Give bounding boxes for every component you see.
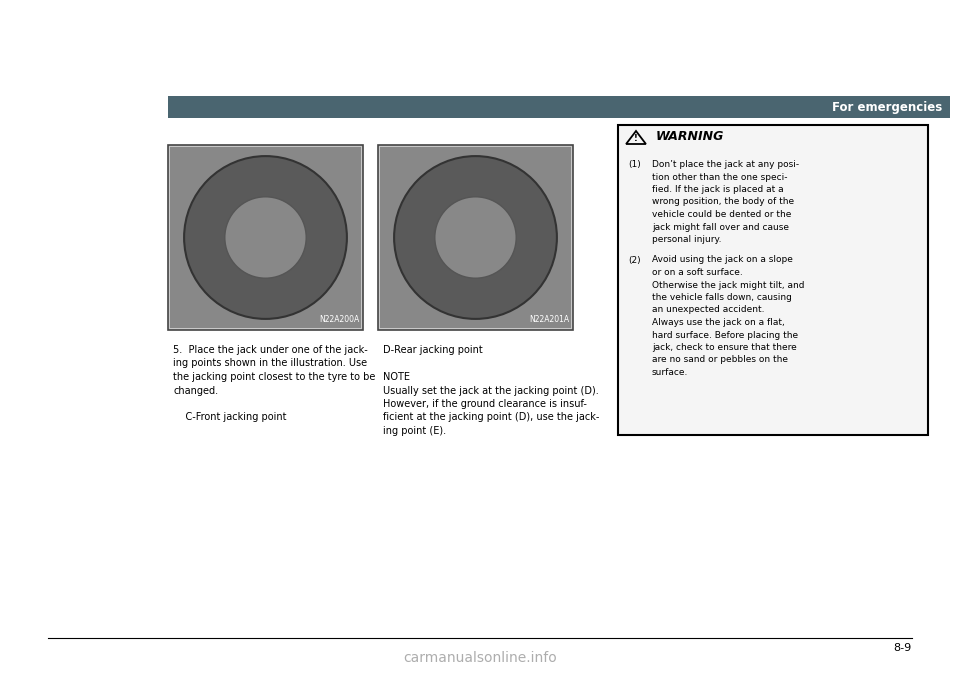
Text: !: !: [634, 134, 638, 142]
Text: Otherwise the jack might tilt, and: Otherwise the jack might tilt, and: [652, 281, 804, 290]
Text: vehicle could be dented or the: vehicle could be dented or the: [652, 210, 791, 219]
Text: Don’t place the jack at any posi-: Don’t place the jack at any posi-: [652, 160, 799, 169]
Text: an unexpected accident.: an unexpected accident.: [652, 306, 764, 315]
Text: the jacking point closest to the tyre to be: the jacking point closest to the tyre to…: [173, 372, 375, 382]
Text: For emergencies: For emergencies: [831, 100, 942, 113]
Text: hard surface. Before placing the: hard surface. Before placing the: [652, 330, 798, 340]
Text: Usually set the jack at the jacking point (D).: Usually set the jack at the jacking poin…: [383, 386, 599, 395]
Text: carmanualsonline.info: carmanualsonline.info: [403, 651, 557, 665]
Circle shape: [225, 197, 306, 278]
Text: 8-9: 8-9: [894, 643, 912, 653]
Text: jack, check to ensure that there: jack, check to ensure that there: [652, 343, 797, 352]
Text: 5.  Place the jack under one of the jack-: 5. Place the jack under one of the jack-: [173, 345, 368, 355]
Text: surface.: surface.: [652, 368, 688, 377]
Text: Always use the jack on a flat,: Always use the jack on a flat,: [652, 318, 784, 327]
Text: (1): (1): [628, 160, 640, 169]
Circle shape: [184, 156, 347, 319]
Text: ing point (E).: ing point (E).: [383, 426, 446, 436]
Text: changed.: changed.: [173, 386, 218, 395]
Text: tion other than the one speci-: tion other than the one speci-: [652, 172, 787, 182]
Bar: [168, 145, 363, 330]
Circle shape: [395, 156, 557, 319]
Text: jack might fall over and cause: jack might fall over and cause: [652, 222, 789, 231]
Text: ing points shown in the illustration. Use: ing points shown in the illustration. Us…: [173, 359, 367, 369]
Bar: [170, 147, 361, 328]
Text: ficient at the jacking point (D), use the jack-: ficient at the jacking point (D), use th…: [383, 412, 599, 422]
Text: (2): (2): [628, 256, 640, 264]
Bar: [168, 96, 950, 118]
Bar: [618, 125, 928, 435]
Text: N22A201A: N22A201A: [529, 315, 569, 324]
Text: WARNING: WARNING: [656, 130, 725, 144]
Bar: [378, 145, 573, 330]
Text: D-Rear jacking point: D-Rear jacking point: [383, 345, 483, 355]
Bar: [380, 147, 571, 328]
Text: are no sand or pebbles on the: are no sand or pebbles on the: [652, 355, 788, 365]
Circle shape: [435, 197, 516, 278]
Text: wrong position, the body of the: wrong position, the body of the: [652, 197, 794, 207]
Text: the vehicle falls down, causing: the vehicle falls down, causing: [652, 293, 792, 302]
Text: C-Front jacking point: C-Front jacking point: [173, 412, 286, 422]
Text: fied. If the jack is placed at a: fied. If the jack is placed at a: [652, 185, 783, 194]
Text: N22A200A: N22A200A: [319, 315, 359, 324]
Text: Avoid using the jack on a slope: Avoid using the jack on a slope: [652, 256, 793, 264]
Text: However, if the ground clearance is insuf-: However, if the ground clearance is insu…: [383, 399, 587, 409]
Text: NOTE: NOTE: [383, 372, 410, 382]
Text: or on a soft surface.: or on a soft surface.: [652, 268, 743, 277]
Text: personal injury.: personal injury.: [652, 235, 722, 244]
